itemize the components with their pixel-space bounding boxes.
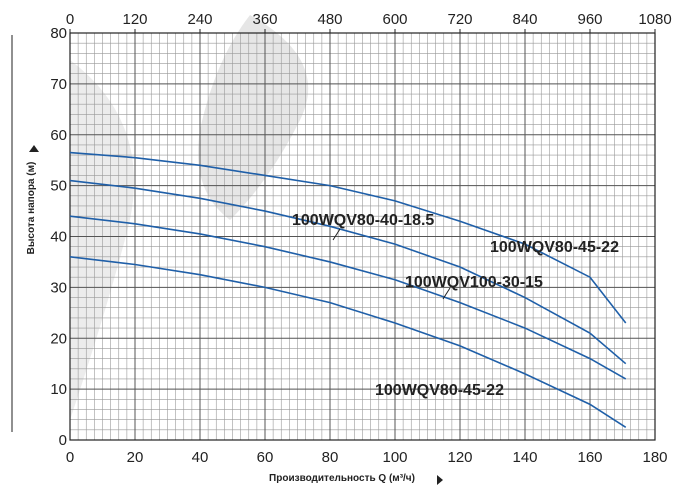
curve <box>69 256 627 428</box>
y-tick-label: 40 <box>50 229 67 246</box>
y-tick-label: 70 <box>50 76 67 93</box>
x2-tick-label: 480 <box>317 11 342 28</box>
y-tick-label: 60 <box>50 127 67 144</box>
y-tick-label: 0 <box>59 432 67 449</box>
curve <box>69 215 627 380</box>
x2-tick-label: 1080 <box>638 11 671 28</box>
x2-tick-label: 840 <box>512 11 537 28</box>
x-tick-label: 40 <box>192 449 209 466</box>
watermark <box>198 15 309 220</box>
series-label: 100WQV80-40-18.5 <box>292 212 434 229</box>
x-tick-label: 120 <box>447 449 472 466</box>
x-axis-title: Производительность Q (м³/ч) <box>269 473 415 484</box>
x-tick-label: 0 <box>66 449 74 466</box>
x-tick-label: 20 <box>127 449 144 466</box>
y-tick-label: 30 <box>50 279 67 296</box>
series-label: 100WQV80-45-22 <box>490 239 619 256</box>
pointer <box>332 228 341 241</box>
plot: 100WQV80-45-22 100WQV80-40-18.5 100WQV100-… <box>69 151 627 428</box>
series-label: 100WQV100-30-15 <box>405 274 543 291</box>
x-tick-label: 140 <box>512 449 537 466</box>
curve <box>69 179 627 365</box>
y-tick-label: 20 <box>50 330 67 347</box>
x2-tick-label: 0 <box>66 11 74 28</box>
y-tick-label: 10 <box>50 381 67 398</box>
watermark <box>70 60 134 420</box>
y-axis-title: Высота напора (м) <box>26 162 37 255</box>
x2-tick-label: 720 <box>447 11 472 28</box>
x2-tick-label: 960 <box>577 11 602 28</box>
y-tick-label: 80 <box>50 25 67 42</box>
x-tick-label: 100 <box>382 449 407 466</box>
arrow <box>29 145 39 152</box>
x-tick-label: 60 <box>257 449 274 466</box>
series-label: 100WQV80-45-22 <box>375 382 504 399</box>
x-tick-label: 180 <box>642 449 667 466</box>
pointer <box>442 287 451 300</box>
x2-tick-label: 120 <box>122 11 147 28</box>
x2-tick-label: 360 <box>252 11 277 28</box>
curve <box>69 151 627 324</box>
x-tick-label: 160 <box>577 449 602 466</box>
x2-tick-label: 240 <box>187 11 212 28</box>
x-tick-label: 80 <box>322 449 339 466</box>
plot-frame <box>69 32 656 441</box>
arrow <box>437 475 443 485</box>
y-tick-label: 50 <box>50 178 67 195</box>
x2-tick-label: 600 <box>382 11 407 28</box>
